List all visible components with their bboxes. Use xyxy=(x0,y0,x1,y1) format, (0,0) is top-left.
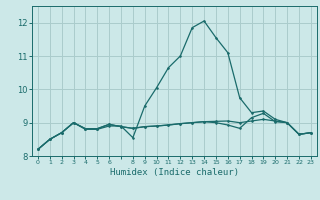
X-axis label: Humidex (Indice chaleur): Humidex (Indice chaleur) xyxy=(110,168,239,177)
